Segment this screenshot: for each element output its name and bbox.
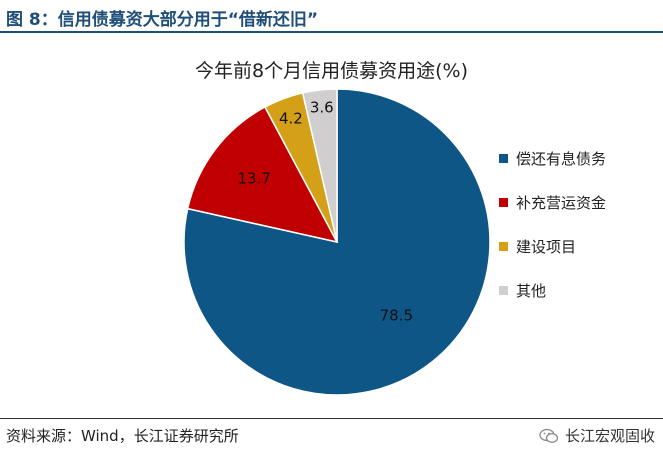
legend-swatch <box>499 153 508 163</box>
pie-slice <box>301 88 338 243</box>
legend-swatch <box>499 241 508 251</box>
slice-value-label: 78.5 <box>380 307 413 325</box>
legend-swatch <box>499 197 508 207</box>
watermark-label: 长江宏观固收 <box>564 427 655 445</box>
footer-rule <box>0 418 663 419</box>
source-note: 资料来源：Wind，长江证券研究所 <box>6 427 239 445</box>
legend-swatch <box>499 285 508 295</box>
legend-item: 偿还有息债务 <box>499 136 606 180</box>
figure-title: 图 8：信用债募资大部分用于“借新还旧” <box>6 10 319 30</box>
title-rule <box>0 31 663 33</box>
slice-value-label: 3.6 <box>310 99 334 117</box>
legend-label: 其他 <box>516 281 547 300</box>
legend-label: 偿还有息债务 <box>516 149 607 168</box>
legend-label: 补充营运资金 <box>516 193 607 212</box>
legend-label: 建设项目 <box>516 237 577 256</box>
chart-title: 今年前8个月信用债募资用途(%) <box>195 60 468 82</box>
watermark: 长江宏观固收 <box>539 425 655 446</box>
slice-value-label: 13.7 <box>237 170 270 188</box>
legend: 偿还有息债务 补充营运资金 建设项目 其他 <box>499 136 606 312</box>
legend-item: 其他 <box>499 268 606 312</box>
legend-item: 补充营运资金 <box>499 180 606 224</box>
slice-value-label: 4.2 <box>279 109 303 127</box>
pie-slice <box>186 105 339 244</box>
wechat-icon <box>539 428 559 443</box>
legend-item: 建设项目 <box>499 224 606 268</box>
